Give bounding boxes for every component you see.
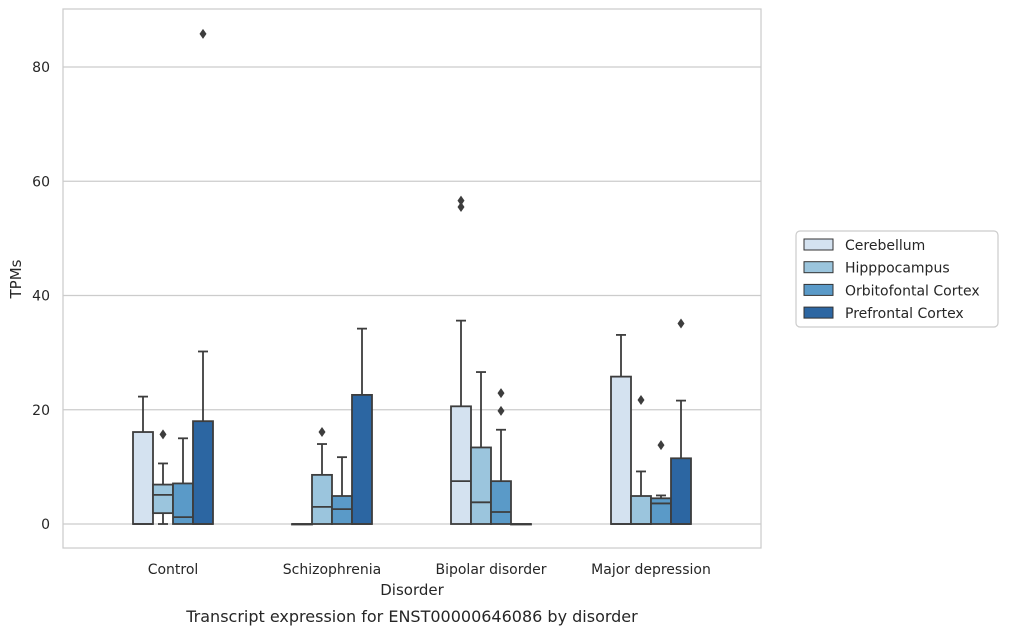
box-orbitofontal-cortex: [331, 456, 353, 525]
legend-label: Prefrontal Cortex: [845, 306, 964, 322]
box-hipppocampus: [152, 429, 174, 525]
legend-label: Cerebellum: [845, 238, 925, 254]
box-orbitofontal-cortex: [650, 440, 672, 525]
legend-swatch: [803, 238, 834, 251]
box-hipppocampus: [470, 371, 492, 525]
outlier-point: [457, 195, 465, 206]
chart-caption: Transcript expression for ENST0000064608…: [185, 607, 638, 626]
outlier-point: [677, 318, 685, 329]
box-body: [351, 393, 373, 525]
outlier-point: [318, 427, 326, 438]
outlier-point: [199, 28, 207, 39]
outlier-point: [657, 440, 665, 451]
box-cerebellum: [450, 195, 472, 525]
legend: Cerebellum Hipppocampus Orbitofontal Corte…: [795, 230, 999, 328]
box-cerebellum: [291, 523, 313, 526]
y-tick-label: 40: [32, 289, 50, 305]
box-hipppocampus: [630, 395, 652, 525]
y-tick-label: 20: [32, 403, 50, 419]
y-axis-ticks: 0 20 40 60 80: [32, 60, 50, 533]
box-body: [311, 473, 333, 525]
box-body: [490, 480, 512, 525]
y-axis-label: TPMs: [7, 259, 25, 299]
legend-item: Prefrontal Cortex: [803, 306, 964, 322]
legend-item: Cerebellum: [803, 238, 925, 254]
outlier-point: [637, 395, 645, 406]
box-body: [630, 495, 652, 525]
y-tick-label: 80: [32, 60, 50, 76]
legend-frame: [795, 230, 999, 328]
x-axis-label: Disorder: [380, 581, 444, 599]
legend-swatch: [803, 306, 834, 319]
box-prefrontal-cortex: [670, 318, 692, 525]
legend-swatch: [803, 283, 834, 296]
outlier-point: [159, 429, 167, 440]
box-body: [192, 420, 214, 525]
outlier-point: [497, 388, 505, 399]
legend-swatch: [803, 261, 834, 274]
gridlines: [63, 66, 761, 525]
box-hipppocampus: [311, 427, 333, 525]
box-body: [650, 497, 672, 525]
box-orbitofontal-cortex: [172, 437, 194, 525]
box-orbitofontal-cortex: [490, 388, 512, 525]
x-tick-label: Bipolar disorder: [435, 562, 546, 578]
box-prefrontal-cortex: [192, 28, 214, 525]
y-tick-label: 60: [32, 174, 50, 190]
x-tick-label: Major depression: [591, 562, 711, 578]
box-cerebellum: [132, 395, 154, 525]
box-body: [152, 483, 174, 515]
box-body: [610, 375, 632, 525]
plot-frame: [62, 8, 762, 549]
box-body: [450, 405, 472, 525]
box-prefrontal-cortex: [351, 327, 373, 525]
y-tick-label: 0: [41, 517, 50, 533]
legend-item: Orbitofontal Cortex: [803, 283, 980, 299]
legend-label: Orbitofontal Cortex: [845, 283, 980, 299]
legend-item: Hipppocampus: [803, 261, 950, 277]
legend-label: Hipppocampus: [845, 261, 950, 277]
x-axis-ticks: Control Schizophrenia Bipolar disorder Majo…: [148, 562, 711, 578]
box-body: [132, 431, 154, 525]
box-cerebellum: [610, 334, 632, 525]
x-tick-label: Schizophrenia: [283, 562, 381, 578]
box-plot-area: [132, 28, 692, 526]
outlier-point: [457, 201, 465, 212]
box-body: [470, 446, 492, 525]
box-prefrontal-cortex: [510, 523, 532, 526]
x-tick-label: Control: [148, 562, 199, 578]
outlier-point: [497, 405, 505, 416]
box-body: [670, 457, 692, 525]
